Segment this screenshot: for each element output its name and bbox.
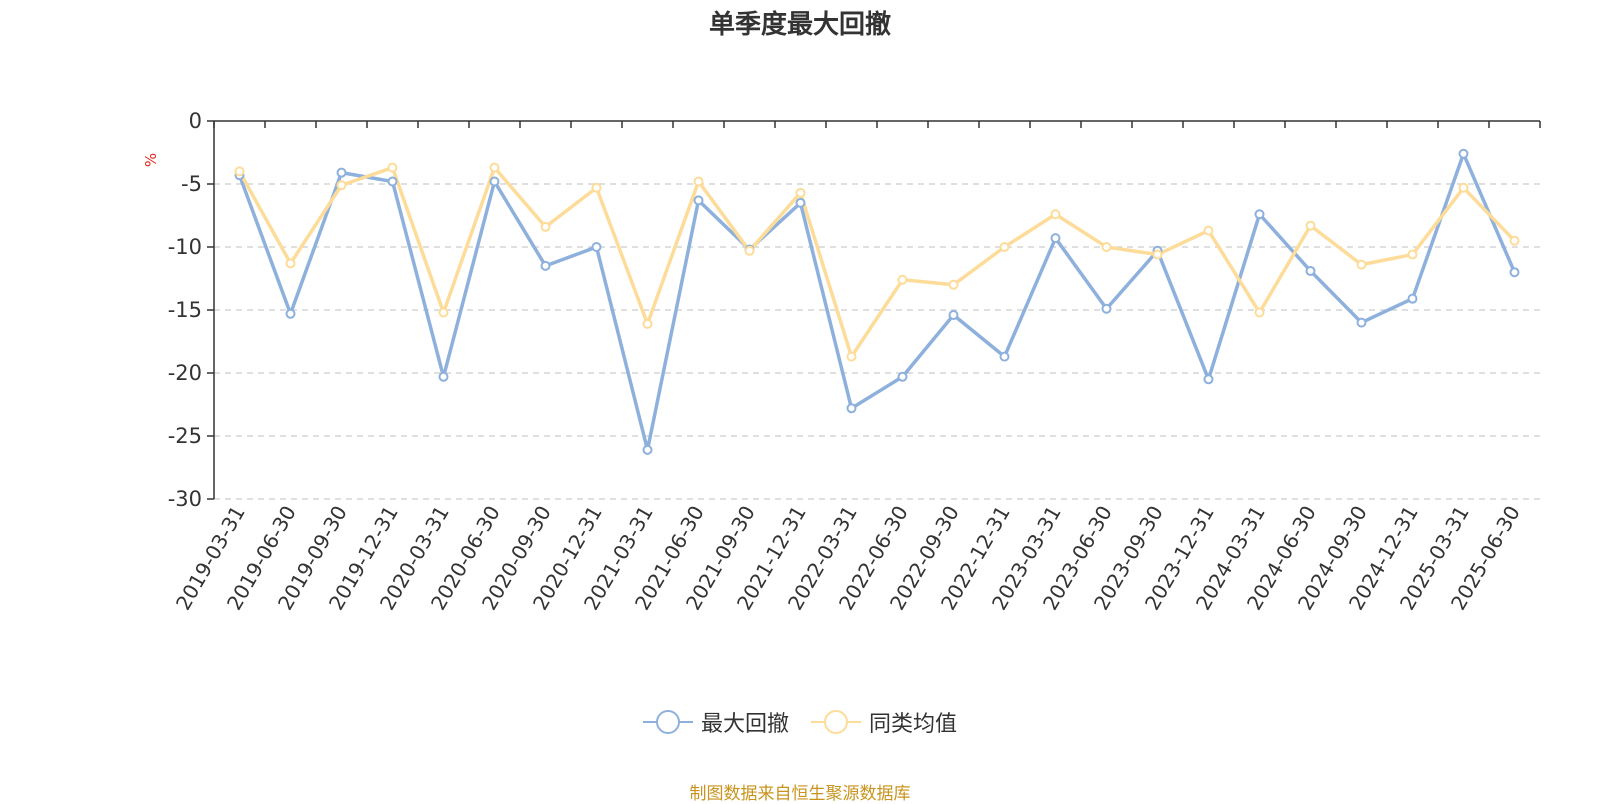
y-tick-label: -30 [168, 487, 202, 511]
y-tick-label: -15 [168, 298, 202, 322]
data-point[interactable] [1101, 242, 1112, 252]
data-point[interactable] [489, 176, 500, 187]
data-point[interactable] [336, 167, 347, 178]
data-point[interactable] [285, 258, 296, 269]
data-point[interactable] [948, 279, 959, 290]
data-point[interactable] [846, 351, 857, 362]
data-point[interactable] [1509, 267, 1520, 278]
legend-item-0[interactable]: 最大回撤 [642, 706, 789, 738]
data-point[interactable] [285, 308, 296, 319]
series-line-1 [237, 165, 1516, 359]
y-tick-label: -5 [181, 172, 202, 196]
data-point[interactable] [693, 195, 704, 206]
data-point[interactable] [1356, 317, 1367, 328]
data-point[interactable] [591, 182, 602, 193]
y-tick-label: 0 [189, 109, 202, 133]
data-point[interactable] [1509, 235, 1520, 246]
data-point[interactable] [1305, 220, 1316, 231]
source-note: 制图数据来自恒生聚源数据库 [689, 784, 911, 804]
data-point[interactable] [1458, 148, 1469, 159]
data-point[interactable] [1050, 209, 1061, 220]
data-point[interactable] [1101, 303, 1112, 314]
data-point[interactable] [642, 444, 653, 455]
data-point[interactable] [438, 371, 449, 382]
data-point[interactable] [1203, 374, 1214, 385]
legend: 最大回撤 同类均值 [0, 706, 1600, 738]
legend-item-1[interactable]: 同类均值 [811, 706, 957, 738]
data-point[interactable] [438, 307, 449, 318]
data-point[interactable] [1458, 182, 1469, 193]
data-point[interactable] [540, 260, 551, 271]
data-point[interactable] [744, 245, 755, 256]
series-line-0 [237, 152, 1517, 452]
data-point[interactable] [897, 371, 908, 382]
data-point[interactable] [489, 162, 500, 173]
legend-label: 同类均值 [869, 712, 958, 737]
data-point[interactable] [1407, 249, 1418, 260]
data-point[interactable] [846, 403, 857, 414]
legend-marker-icon [642, 710, 693, 734]
data-point[interactable] [1203, 225, 1214, 236]
y-tick-label: -10 [168, 235, 202, 259]
data-point[interactable] [795, 197, 806, 208]
y-axis-label: % [142, 153, 160, 167]
chart-title: 单季度最大回撤 [708, 10, 891, 40]
data-point[interactable] [1407, 293, 1418, 304]
data-point[interactable] [999, 242, 1010, 252]
data-point[interactable] [897, 274, 908, 285]
data-point[interactable] [387, 176, 398, 187]
data-point[interactable] [1050, 233, 1061, 244]
data-point[interactable] [999, 351, 1010, 362]
data-point[interactable] [948, 310, 959, 321]
data-point[interactable] [1254, 209, 1265, 220]
data-point[interactable] [336, 180, 347, 191]
y-tick-label: -20 [168, 361, 202, 385]
data-point[interactable] [234, 166, 245, 177]
y-tick-label: -25 [168, 424, 202, 448]
legend-marker-icon [811, 710, 861, 734]
data-point[interactable] [1305, 265, 1316, 276]
x-tick-labels: 2019-03-312019-06-302019-09-302019-12-31… [171, 502, 1525, 615]
data-point[interactable] [693, 176, 704, 187]
data-point[interactable] [540, 221, 551, 232]
legend-label: 最大回撤 [700, 712, 789, 737]
data-point[interactable] [591, 242, 602, 252]
data-point[interactable] [795, 187, 806, 198]
axes [207, 120, 1541, 500]
data-point[interactable] [1152, 249, 1163, 260]
grid-lines [214, 183, 1540, 500]
data-point[interactable] [1254, 307, 1265, 318]
series-group [234, 148, 1520, 455]
data-point[interactable] [642, 318, 653, 329]
y-tick-labels: 0 -5 -10 -15 -20 -25 -30 [168, 109, 202, 511]
data-point[interactable] [387, 162, 398, 173]
data-point[interactable] [1356, 259, 1367, 270]
